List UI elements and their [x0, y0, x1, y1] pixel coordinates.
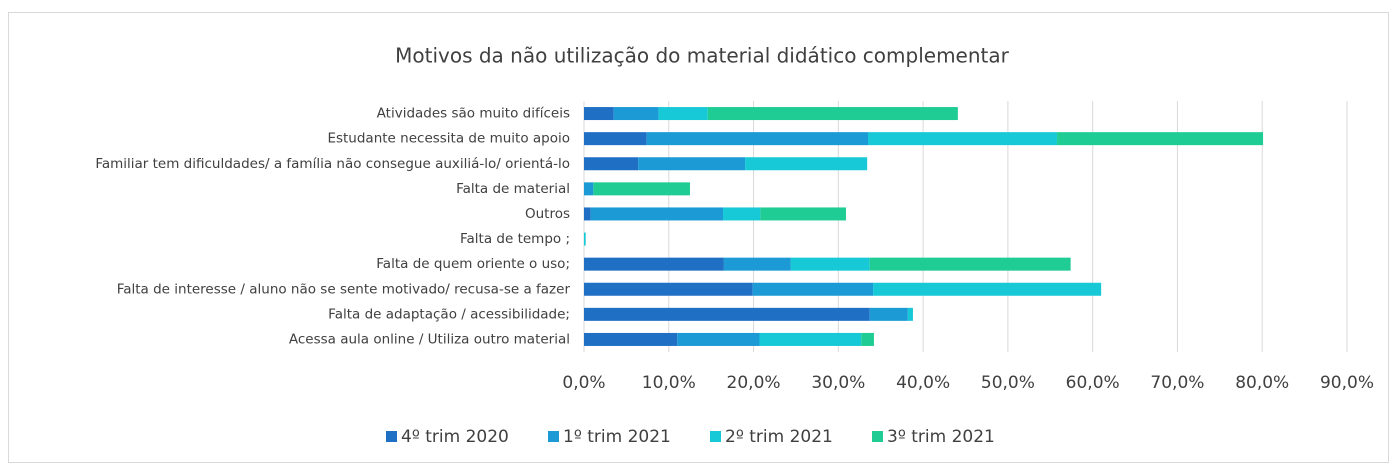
- y-tick-label: Atividades são muito difíceis: [377, 106, 570, 122]
- x-tick-label: 10,0%: [642, 373, 696, 393]
- y-tick-label: Falta de adaptação / acessibilidade;: [328, 306, 570, 322]
- bar-segment: [752, 282, 874, 296]
- legend-swatch: [548, 431, 559, 442]
- legend-swatch: [386, 431, 397, 442]
- bar-segment: [873, 282, 1102, 296]
- y-tick-label: Falta de material: [456, 181, 570, 197]
- bar-segment: [590, 207, 724, 221]
- legend-label: 2º trim 2021: [725, 427, 833, 447]
- bar-segment: [584, 107, 614, 121]
- bar-segment: [658, 107, 708, 121]
- bar-segment: [593, 182, 690, 196]
- x-tick-label: 30,0%: [811, 373, 865, 393]
- bar-segment: [584, 307, 870, 321]
- bar-segment: [584, 332, 678, 346]
- y-tick-label: Estudante necessita de muito apoio: [327, 131, 570, 147]
- bar-segment: [723, 257, 791, 271]
- bar-segment: [868, 132, 1058, 146]
- legend-label: 4º trim 2020: [401, 427, 509, 447]
- legend-swatch: [710, 431, 721, 442]
- x-tick-label: 50,0%: [981, 373, 1035, 393]
- bar-segment: [907, 307, 913, 321]
- bar-segment: [584, 232, 586, 246]
- legend-label: 3º trim 2021: [887, 427, 995, 447]
- bar-segment: [745, 157, 868, 171]
- y-tick-label: Falta de interesse / aluno não se sente …: [117, 281, 571, 297]
- chart-title: Motivos da não utilização do material di…: [395, 44, 1010, 68]
- x-tick-label: 60,0%: [1066, 373, 1120, 393]
- bar-segment: [861, 332, 874, 346]
- bar-segment: [723, 207, 761, 221]
- bar-segment: [646, 132, 869, 146]
- bar-segment: [584, 207, 591, 221]
- bar-segment: [584, 282, 753, 296]
- x-tick-label: 0,0%: [562, 373, 605, 393]
- bar-segment: [869, 257, 1071, 271]
- x-tick-label: 20,0%: [727, 373, 781, 393]
- bar-segment: [584, 157, 639, 171]
- y-tick-label: Falta de quem oriente o uso;: [376, 256, 570, 272]
- legend-label: 1º trim 2021: [563, 427, 671, 447]
- x-tick-label: 70,0%: [1150, 373, 1204, 393]
- bar-segment: [869, 307, 908, 321]
- x-tick-label: 40,0%: [896, 373, 950, 393]
- bar-segment: [613, 107, 659, 121]
- bar-segment: [707, 107, 958, 121]
- x-tick-label: 90,0%: [1320, 373, 1374, 393]
- y-tick-label: Outros: [525, 206, 570, 222]
- bar-segment: [584, 132, 647, 146]
- bar-segment: [677, 332, 760, 346]
- bar-segment: [584, 182, 594, 196]
- chart-border: [8, 12, 1389, 463]
- y-tick-label: Falta de tempo ;: [460, 231, 570, 247]
- y-tick-label: Acessa aula online / Utiliza outro mater…: [289, 331, 570, 347]
- legend-swatch: [872, 431, 883, 442]
- y-tick-label: Familiar tem dificuldades/ a família não…: [95, 156, 570, 172]
- x-tick-label: 80,0%: [1235, 373, 1289, 393]
- bar-segment: [1057, 132, 1264, 146]
- bar-segment: [760, 207, 846, 221]
- bar-segment: [584, 257, 724, 271]
- bar-segment: [790, 257, 870, 271]
- bar-segment: [638, 157, 746, 171]
- bar-segment: [759, 332, 862, 346]
